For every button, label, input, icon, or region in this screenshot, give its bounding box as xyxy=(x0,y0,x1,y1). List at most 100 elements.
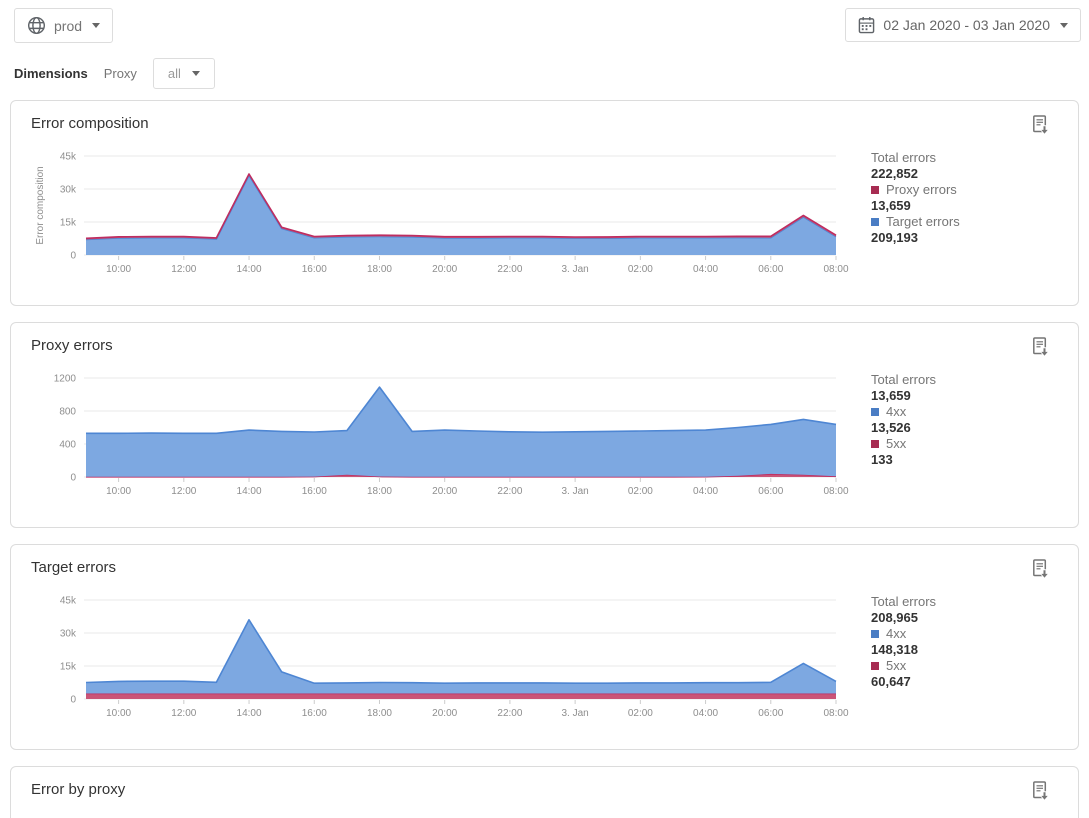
chart-card-body: 0 15k 30k 45k 10:00 12:00 14:00 16:00 18:00 20:00… xyxy=(31,582,1058,728)
svg-text:15k: 15k xyxy=(60,218,77,229)
chart-title: Proxy errors xyxy=(31,337,113,354)
legend-color-swatch xyxy=(871,218,879,226)
legend-total-label: Total errors xyxy=(871,372,937,387)
globe-icon xyxy=(27,16,46,35)
svg-text:02:00: 02:00 xyxy=(628,708,653,719)
svg-text:08:00: 08:00 xyxy=(823,708,848,719)
svg-text:18:00: 18:00 xyxy=(367,264,392,275)
chevron-down-icon xyxy=(1060,22,1068,28)
svg-text:10:00: 10:00 xyxy=(106,264,131,275)
svg-text:16:00: 16:00 xyxy=(302,708,327,719)
svg-text:02:00: 02:00 xyxy=(628,264,653,275)
export-report-button[interactable] xyxy=(1029,335,1052,363)
svg-text:12:00: 12:00 xyxy=(171,264,196,275)
legend-total-value: 208,965 xyxy=(871,610,918,625)
legend-entry: 4xx xyxy=(871,404,1058,420)
chart-card-body: 0 400 800 1200 10:00 12:00 14:00 16:00 18:00 20:0… xyxy=(31,360,1058,506)
svg-text:16:00: 16:00 xyxy=(302,486,327,497)
export-report-icon xyxy=(1031,559,1050,580)
chart-card-proxy-errors: Proxy errors 0 400 800 1200 10:00 12:00 14:00 1… xyxy=(10,322,1079,528)
svg-text:20:00: 20:00 xyxy=(432,708,457,719)
environment-selector[interactable]: prod xyxy=(14,8,114,43)
dimension-value-select[interactable]: all xyxy=(152,58,215,89)
svg-text:3. Jan: 3. Jan xyxy=(562,486,589,497)
chart-title: Error composition xyxy=(31,115,149,132)
svg-text:06:00: 06:00 xyxy=(758,264,783,275)
legend-total-value: 222,852 xyxy=(871,166,918,181)
chart-legend: Total errors 13,659 4xx 13,526 5xx 133 xyxy=(871,360,1058,506)
calendar-icon xyxy=(858,16,875,34)
chart-card-body: 0 15k 30k 45k 10:00 12:00 14:00 16:00 18:00 20:00… xyxy=(31,138,1058,284)
svg-text:02:00: 02:00 xyxy=(628,486,653,497)
legend-series-label: minty xyxy=(886,816,917,818)
svg-text:22:00: 22:00 xyxy=(497,708,522,719)
svg-text:22:00: 22:00 xyxy=(497,264,522,275)
legend-entry: Proxy errors xyxy=(871,182,1058,198)
legend-total-label: Total errors xyxy=(871,594,937,609)
svg-text:45k: 45k xyxy=(60,596,77,607)
chart-card-body: 240k minty xyxy=(31,804,1058,818)
svg-text:04:00: 04:00 xyxy=(693,486,718,497)
svg-text:08:00: 08:00 xyxy=(823,486,848,497)
dimensions-label: Dimensions xyxy=(14,66,88,81)
svg-text:0: 0 xyxy=(70,251,76,262)
chart-legend: Total errors 208,965 4xx 148,318 5xx 60,647 xyxy=(871,582,1058,728)
svg-text:04:00: 04:00 xyxy=(693,708,718,719)
legend-series-value: 209,193 xyxy=(871,230,918,245)
chart-legend: Total errors 222,852 Proxy errors 13,659 T… xyxy=(871,138,1058,284)
legend-series-value: 148,318 xyxy=(871,642,918,657)
date-range-label: 02 Jan 2020 - 03 Jan 2020 xyxy=(883,17,1050,33)
export-report-button[interactable] xyxy=(1029,113,1052,141)
svg-text:08:00: 08:00 xyxy=(823,264,848,275)
legend-color-swatch xyxy=(871,408,879,416)
legend-color-swatch xyxy=(871,186,879,194)
chart-card-error-by-proxy: Error by proxy 240k minty xyxy=(10,766,1079,818)
legend-entry: minty xyxy=(871,816,1058,818)
legend-color-swatch xyxy=(871,630,879,638)
area-chart: 0 400 800 1200 10:00 12:00 14:00 16:00 18:00 20:0… xyxy=(54,374,849,498)
svg-text:3. Jan: 3. Jan xyxy=(562,264,589,275)
legend-color-swatch xyxy=(871,662,879,670)
date-range-picker[interactable]: 02 Jan 2020 - 03 Jan 2020 xyxy=(845,8,1081,42)
legend-entry: 4xx xyxy=(871,626,1058,642)
svg-text:12:00: 12:00 xyxy=(171,486,196,497)
legend-entry: 5xx xyxy=(871,436,1058,452)
svg-text:20:00: 20:00 xyxy=(432,486,457,497)
chart-title: Target errors xyxy=(31,559,117,576)
legend-color-swatch xyxy=(871,440,879,448)
legend-series-value: 13,526 xyxy=(871,420,911,435)
svg-text:18:00: 18:00 xyxy=(367,486,392,497)
svg-text:14:00: 14:00 xyxy=(237,708,262,719)
svg-text:1200: 1200 xyxy=(54,374,77,385)
svg-text:14:00: 14:00 xyxy=(237,486,262,497)
svg-text:22:00: 22:00 xyxy=(497,486,522,497)
dimension-value: all xyxy=(167,66,181,81)
legend-series-value: 60,647 xyxy=(871,674,911,689)
svg-text:12:00: 12:00 xyxy=(171,708,196,719)
legend-series-label: Target errors xyxy=(886,214,960,229)
svg-text:04:00: 04:00 xyxy=(693,264,718,275)
legend-entry: 5xx xyxy=(871,658,1058,674)
export-report-button[interactable] xyxy=(1029,557,1052,585)
svg-text:400: 400 xyxy=(59,440,76,451)
svg-text:0: 0 xyxy=(70,695,76,706)
legend-series-value: 133 xyxy=(871,452,893,467)
export-report-button[interactable] xyxy=(1029,779,1052,807)
svg-text:30k: 30k xyxy=(60,629,77,640)
topbar: prod 02 Jan 2020 - 03 Jan 2020 xyxy=(0,0,1089,43)
area-chart: 0 15k 30k 45k 10:00 12:00 14:00 16:00 18:00 20:00… xyxy=(60,596,849,720)
legend-series-label: 4xx xyxy=(886,404,907,419)
chart-title: Error by proxy xyxy=(31,781,126,798)
chevron-down-icon xyxy=(92,23,101,28)
svg-text:16:00: 16:00 xyxy=(302,264,327,275)
dimension-name-label: Proxy xyxy=(103,66,137,81)
svg-text:0: 0 xyxy=(70,473,76,484)
svg-text:14:00: 14:00 xyxy=(237,264,262,275)
charts-container: Error composition 0 15k 30k 45k 10:00 12:00 14… xyxy=(0,100,1089,818)
chart-card-target-errors: Target errors 0 15k 30k 45k 10:00 12:00 14:00 1… xyxy=(10,544,1079,750)
svg-text:30k: 30k xyxy=(60,185,77,196)
export-report-icon xyxy=(1031,781,1050,802)
svg-text:15k: 15k xyxy=(60,662,77,673)
area-chart: 0 15k 30k 45k 10:00 12:00 14:00 16:00 18:00 20:00… xyxy=(35,152,849,276)
